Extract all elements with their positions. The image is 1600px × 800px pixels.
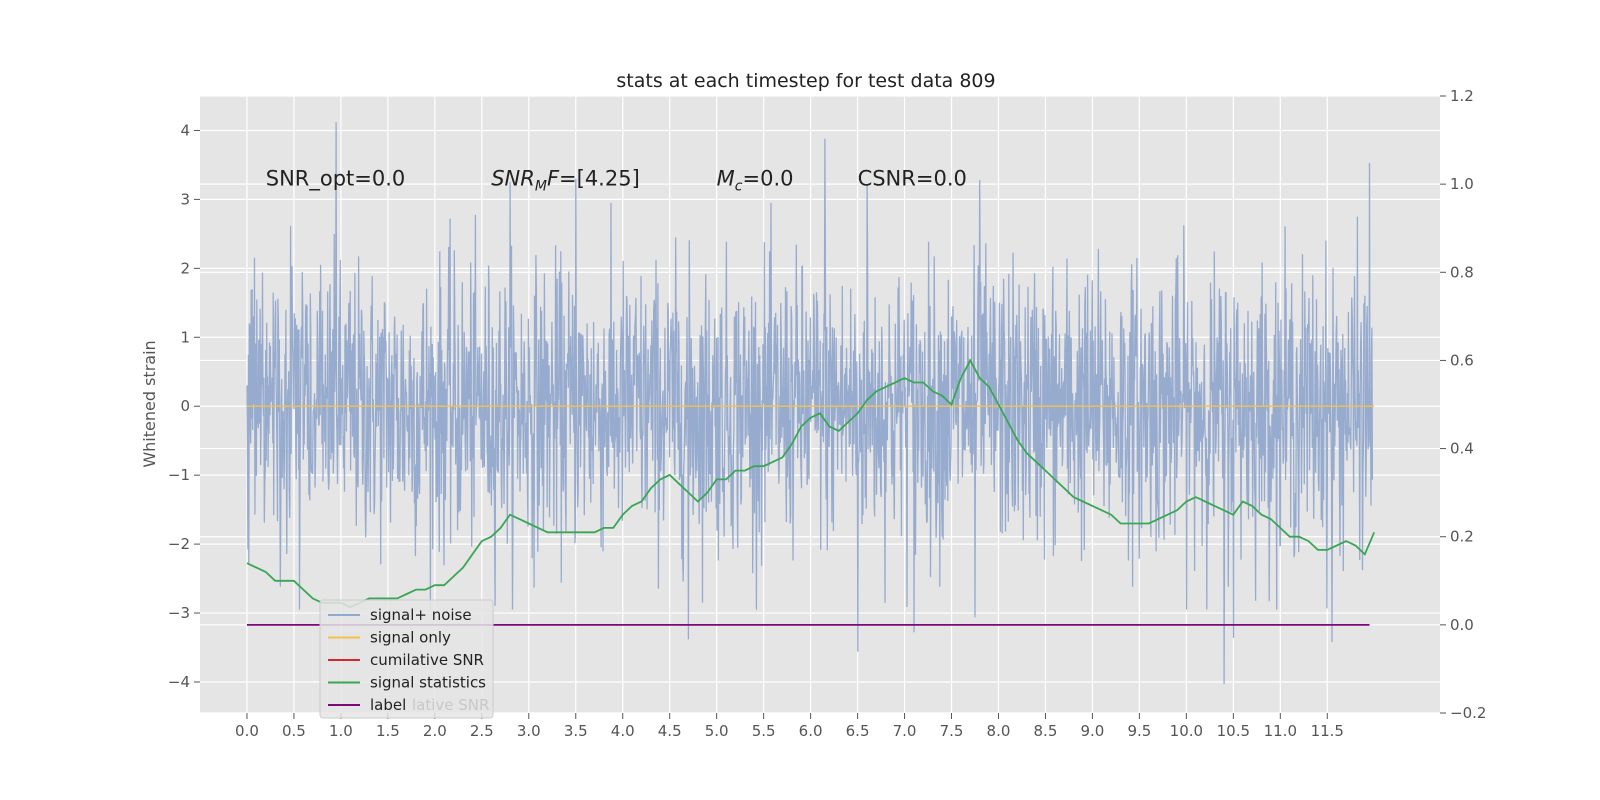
legend-label: signal+ noise: [370, 606, 472, 624]
annotations: SNR_opt=0.0 SNRMF=[4.25] Mc=0.0 CSNR=0.0: [266, 167, 967, 195]
signal-noise-series: [246, 122, 1374, 685]
chart-title: stats at each timestep for test data 809: [616, 70, 995, 92]
y-tick-label: −3: [168, 604, 190, 622]
x-tick-label: 1.5: [376, 722, 400, 740]
legend-label: label: [370, 696, 406, 714]
annotation-text: CSNR=0.0: [858, 167, 967, 191]
x-tick-label: 2.5: [470, 722, 494, 740]
y-tick-label: −1: [168, 466, 190, 484]
legend-hidden-text: lative SNR: [412, 696, 489, 714]
x-tick-label: 7.0: [893, 722, 917, 740]
legend-label: cumilative SNR: [370, 651, 484, 669]
axes: 0.0 0.5 1.0 1.5 2.0 2.5 3.0 3.5 4.0 4.5 5.0 5.5 6.0 6…: [168, 87, 1487, 740]
y2-tick-label: 0.0: [1450, 616, 1474, 634]
legend-label: signal only: [370, 629, 451, 647]
y2-tick-label: 0.2: [1450, 528, 1474, 546]
x-tick-label: 4.5: [658, 722, 682, 740]
signal-noise-line: [246, 122, 1374, 685]
y2-tick-label: 1.0: [1450, 175, 1474, 193]
annotation-text: SNRMF=[4.25]: [491, 167, 640, 195]
x-tick-label: 8.5: [1034, 722, 1058, 740]
x-tick-label: 5.5: [752, 722, 776, 740]
y-tick-label: 0: [180, 397, 190, 415]
x-tick-label: 3.0: [517, 722, 541, 740]
y-tick-label: −4: [168, 673, 190, 691]
x-tick-label: 9.0: [1080, 722, 1104, 740]
y-tick-label: −2: [168, 535, 190, 553]
y-axis-label: Whitened strain: [140, 340, 159, 467]
x-tick-label: 8.0: [987, 722, 1011, 740]
x-tick-label: 5.0: [705, 722, 729, 740]
legend-label: signal statistics: [370, 674, 486, 692]
y2-tick-label: 0.6: [1450, 351, 1474, 369]
y-tick-label: 3: [180, 190, 190, 208]
y2-tick-label: 1.2: [1450, 87, 1474, 105]
legend: signal+ noise signal only cumilative SNR si…: [319, 599, 494, 719]
y2-tick-label: 0.4: [1450, 440, 1474, 458]
x-tick-label: 9.5: [1127, 722, 1151, 740]
y-tick-label: 1: [180, 328, 190, 346]
x-tick-label: 6.5: [846, 722, 870, 740]
x-tick-label: 6.0: [799, 722, 823, 740]
x-tick-label: 11.0: [1264, 722, 1297, 740]
x-tick-label: 10.0: [1170, 722, 1203, 740]
x-tick-label: 0.0: [235, 722, 259, 740]
y2-tick-label: 0.8: [1450, 263, 1474, 281]
y-tick-label: 4: [180, 121, 190, 139]
annotation-text: Mc=0.0: [717, 167, 794, 195]
y2-tick-label: −0.2: [1450, 704, 1486, 722]
y-tick-label: 2: [180, 259, 190, 277]
x-tick-label: 4.0: [611, 722, 635, 740]
annotation-text: SNR_opt=0.0: [266, 167, 406, 192]
x-tick-label: 0.5: [282, 722, 306, 740]
x-tick-label: 1.0: [329, 722, 353, 740]
x-tick-label: 2.0: [423, 722, 447, 740]
legend-box: [319, 599, 494, 719]
series-line-signal-statistics: [246, 358, 1376, 609]
x-tick-label: 3.5: [564, 722, 588, 740]
x-tick-label: 10.5: [1217, 722, 1250, 740]
x-tick-label: 7.5: [940, 722, 964, 740]
x-tick-label: 11.5: [1311, 722, 1344, 740]
